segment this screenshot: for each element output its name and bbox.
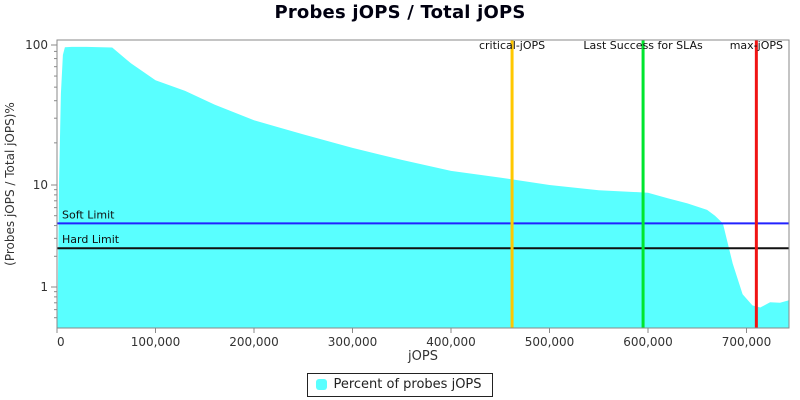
x-tick-label: 100,000 bbox=[131, 335, 181, 349]
y-axis-label: (Probes jOPS / Total jOPS)% bbox=[3, 102, 17, 266]
marker-line-label: max-jOPS bbox=[730, 39, 783, 52]
x-tick-label: 700,000 bbox=[722, 335, 772, 349]
y-tick-label: 1 bbox=[40, 280, 48, 294]
area-series bbox=[57, 46, 789, 329]
y-tick-label: 100 bbox=[25, 38, 48, 52]
legend-box: Percent of probes jOPS bbox=[307, 373, 493, 397]
x-tick-label: 600,000 bbox=[623, 335, 673, 349]
y-tick-label: 10 bbox=[33, 178, 48, 192]
chart-svg: Soft Limit Hard Limit critical-jOPS Last Su… bbox=[3, 38, 790, 364]
legend-label: Percent of probes jOPS bbox=[333, 377, 482, 392]
chart-title: Probes jOPS / Total jOPS bbox=[274, 2, 526, 23]
x-tick-label: 300,000 bbox=[328, 335, 378, 349]
x-tick-label: 500,000 bbox=[525, 335, 575, 349]
x-tick-label: 200,000 bbox=[229, 335, 279, 349]
marker-line-label: critical-jOPS bbox=[479, 39, 545, 52]
limit-line-label: Soft Limit bbox=[62, 208, 115, 221]
plot-border bbox=[56, 39, 790, 329]
chart-legend: Percent of probes jOPS bbox=[0, 373, 800, 397]
limit-line-label: Hard Limit bbox=[62, 233, 120, 246]
x-tick-label: 400,000 bbox=[426, 335, 476, 349]
x-axis-label: jOPS bbox=[407, 349, 438, 364]
legend-swatch-icon bbox=[316, 379, 328, 390]
x-tick-label: 0 bbox=[57, 335, 65, 349]
marker-line-label: Last Success for SLAs bbox=[583, 39, 703, 52]
